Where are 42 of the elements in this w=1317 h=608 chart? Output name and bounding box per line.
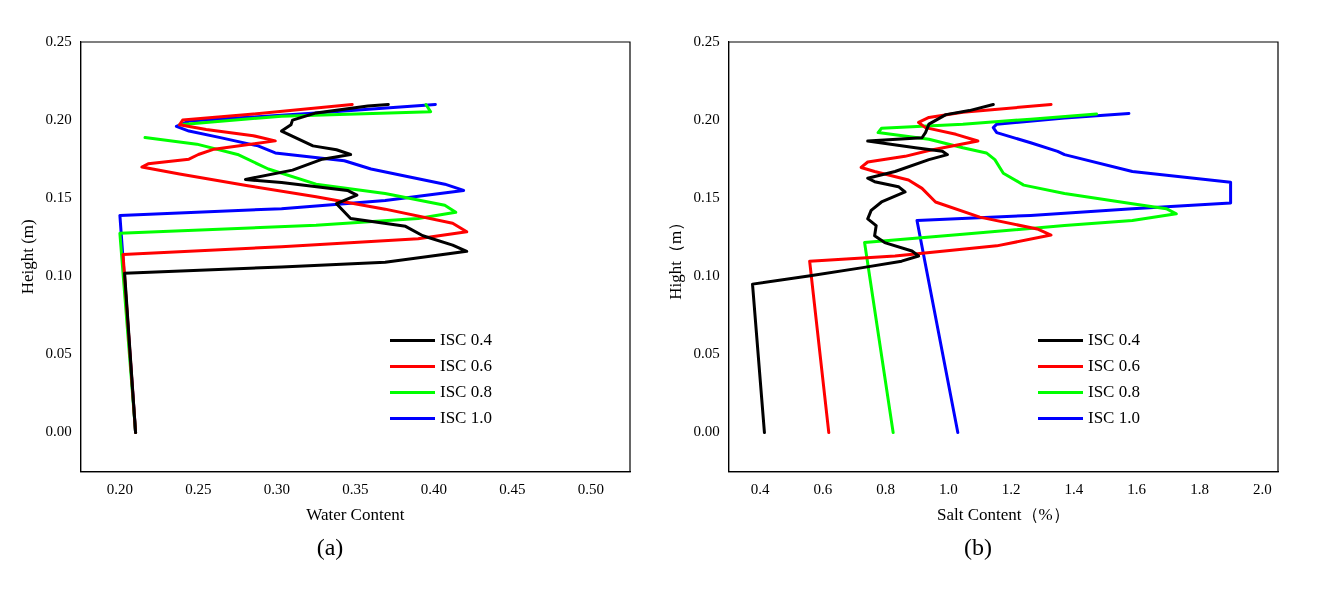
x-tick-label: 0.40: [420, 480, 447, 497]
x-tick-label: 0.45: [499, 480, 526, 497]
y-tick-label: 0.05: [45, 345, 72, 362]
y-tick-label: 0.15: [693, 189, 720, 206]
y-tick-label: 0.10: [693, 267, 720, 284]
x-tick-label: 1.4: [1064, 480, 1084, 497]
x-tick-label: 1.2: [1001, 480, 1021, 497]
x-tick-label: 0.50: [577, 480, 604, 497]
y-axis-title: Hight（m）: [665, 213, 685, 300]
x-tick-label: 1.0: [939, 480, 958, 497]
y-tick-label: 0.20: [45, 111, 72, 128]
x-tick-label: 1.8: [1190, 480, 1209, 497]
y-tick-label: 0.00: [45, 423, 72, 440]
y-tick-label: 0.25: [45, 32, 72, 49]
legend-label: ISC 0.4: [440, 330, 493, 350]
legend-label: ISC 0.6: [440, 356, 492, 376]
x-axis-title: Salt Content（%）: [936, 505, 1070, 525]
y-tick-label: 0.20: [693, 111, 720, 128]
x-tick-label: 0.20: [106, 480, 134, 497]
x-axis-title: Water Content: [306, 505, 405, 525]
y-axis-title: Height (m): [17, 219, 37, 295]
x-tick-label: 2.0: [1252, 480, 1272, 497]
x-tick-label: 0.6: [813, 480, 833, 497]
y-tick-label: 0.25: [693, 32, 720, 49]
legend-label: ISC 1.0: [440, 408, 492, 428]
legend-label: ISC 0.8: [440, 382, 492, 402]
legend-label: ISC 0.4: [1088, 330, 1141, 350]
legend-label: ISC 0.8: [1088, 382, 1140, 402]
legend-label: ISC 1.0: [1088, 408, 1140, 428]
text: (b): [963, 534, 993, 561]
x-tick-label: 0.8: [876, 480, 895, 497]
legend-label: ISC 0.6: [1088, 356, 1140, 376]
x-tick-label: 1.6: [1127, 480, 1147, 497]
y-tick-label: 0.15: [45, 189, 72, 206]
y-tick-label: 0.05: [693, 345, 720, 362]
text: (a): [315, 534, 345, 561]
x-tick-label: 0.25: [185, 480, 212, 497]
y-tick-label: 0.10: [45, 267, 72, 284]
x-tick-label: 0.30: [263, 480, 290, 497]
x-tick-label: 0.4: [750, 480, 770, 497]
y-tick-label: 0.00: [693, 423, 720, 440]
x-tick-label: 0.35: [342, 480, 369, 497]
